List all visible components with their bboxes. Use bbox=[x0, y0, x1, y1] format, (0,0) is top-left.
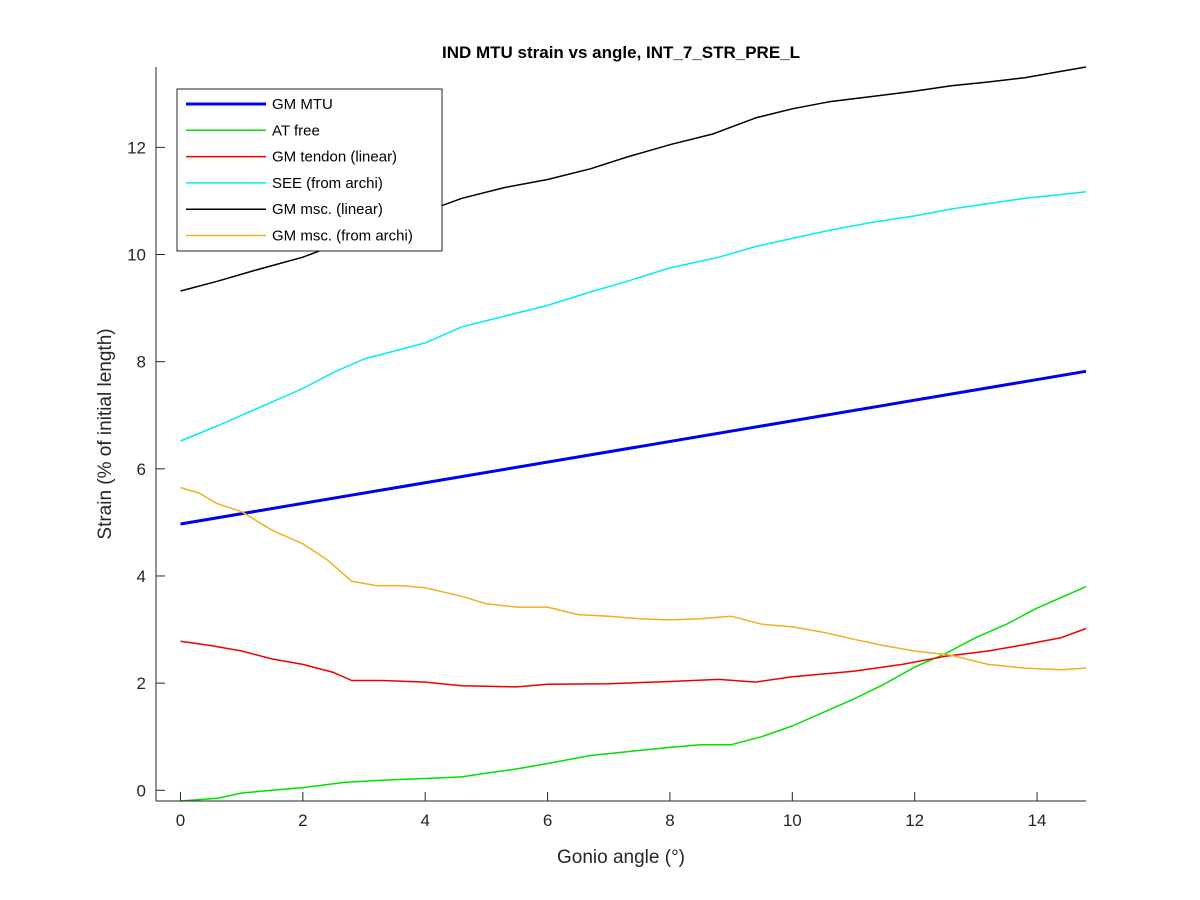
legend-entry: GM tendon (linear) bbox=[272, 149, 397, 166]
legend-entry: GM msc. (linear) bbox=[272, 201, 383, 218]
legend-entry: GM MTU bbox=[272, 96, 333, 113]
y-tick-label: 10 bbox=[127, 246, 146, 265]
y-tick-label: 2 bbox=[137, 674, 146, 693]
x-axis-label: Gonio angle (°) bbox=[557, 847, 685, 868]
x-tick-label: 4 bbox=[420, 811, 429, 830]
legend-entry: AT free bbox=[272, 122, 320, 139]
legend-entry: SEE (from archi) bbox=[272, 175, 383, 192]
series-line-3 bbox=[180, 191, 1087, 442]
y-tick-label: 0 bbox=[137, 781, 146, 800]
tick-layer: 0 2 4 6 8 10 12 14 0 2 4 6 8 10 12 bbox=[127, 138, 1046, 830]
legend-entry: GM msc. (from archi) bbox=[272, 228, 413, 245]
x-tick-label: 2 bbox=[298, 811, 307, 830]
chart-title: IND MTU strain vs angle, INT_7_STR_PRE_L bbox=[442, 43, 800, 62]
x-tick-label: 8 bbox=[665, 811, 674, 830]
series-line-5 bbox=[180, 486, 1087, 671]
series-line-1 bbox=[180, 586, 1087, 802]
legend-box bbox=[176, 88, 443, 252]
x-tick-label: 6 bbox=[543, 811, 552, 830]
y-axis-label: Strain (% of initial length) bbox=[95, 328, 116, 539]
legend: GM MTU AT free GM tendon (linear) SEE (from… bbox=[176, 88, 443, 252]
x-tick-label: 14 bbox=[1028, 811, 1047, 830]
x-tick-label: 12 bbox=[905, 811, 924, 830]
series-line-0 bbox=[180, 369, 1087, 526]
y-tick-label: 6 bbox=[137, 460, 146, 479]
y-tick-label: 12 bbox=[127, 138, 146, 157]
y-tick-label: 4 bbox=[137, 567, 146, 586]
y-tick-label: 8 bbox=[137, 353, 146, 372]
x-tick-label: 0 bbox=[176, 811, 185, 830]
x-tick-label: 10 bbox=[783, 811, 802, 830]
